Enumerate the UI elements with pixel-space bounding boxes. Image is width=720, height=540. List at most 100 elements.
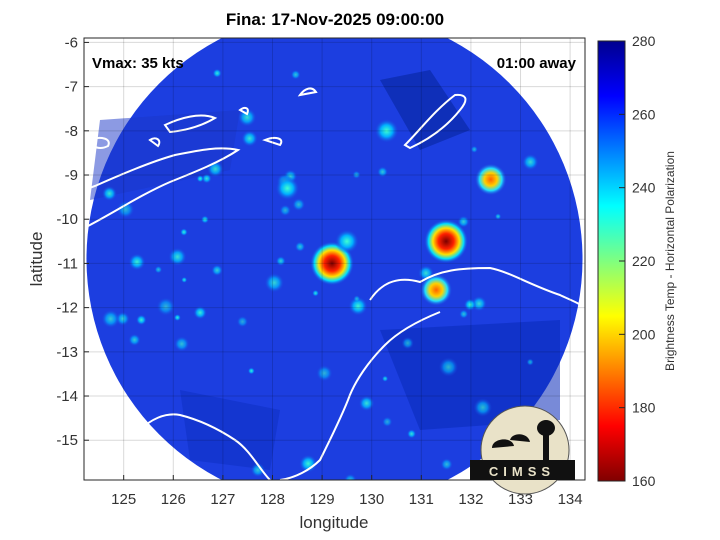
- grid-lines: [84, 38, 585, 480]
- y-tick-label: -12: [56, 300, 78, 317]
- x-tick-label: 130: [359, 491, 384, 508]
- x-tick-label: 127: [210, 491, 235, 508]
- coastline-timor: [84, 147, 241, 229]
- convective-cell: [343, 473, 357, 480]
- dark-region: [180, 390, 280, 470]
- convective-cell: [181, 276, 188, 283]
- time-offset-label: 01:00 away: [497, 55, 577, 72]
- cold-core: [334, 229, 359, 254]
- convective-cells: [101, 68, 539, 480]
- y-tick-label: -15: [56, 432, 78, 449]
- convective-cell: [201, 173, 212, 184]
- coastline-islet: [262, 136, 283, 147]
- cold-core: [474, 163, 507, 196]
- coastline-island: [163, 114, 218, 134]
- convective-cell: [440, 458, 453, 471]
- convective-cell: [377, 166, 388, 178]
- convective-cell: [247, 367, 255, 375]
- logo-bar: [470, 460, 575, 480]
- convective-cell: [290, 69, 301, 80]
- convective-cell: [237, 108, 257, 127]
- convective-cell: [101, 186, 117, 201]
- coastline-islet: [88, 137, 110, 149]
- x-tick-label: 126: [161, 491, 186, 508]
- coastline-west-australia: [279, 311, 441, 480]
- x-tick-label: 129: [310, 491, 335, 508]
- convective-cell: [180, 228, 188, 236]
- logo-dish-icon: [510, 434, 530, 442]
- convective-cell: [116, 200, 135, 219]
- convective-cell: [135, 314, 147, 326]
- convective-cell: [358, 395, 375, 412]
- colorbar-ticks: 280 260 240 220 200 180 160: [619, 33, 656, 489]
- dark-region: [380, 320, 560, 430]
- y-tick-label: -14: [56, 388, 78, 405]
- x-tick-label: 132: [458, 491, 483, 508]
- coastline-island: [403, 93, 467, 150]
- logo-tower-icon: [543, 432, 549, 460]
- colorbar-tick-label: 160: [632, 473, 656, 489]
- convective-cell: [459, 309, 469, 319]
- convective-cell: [174, 336, 190, 352]
- x-axis-title: longitude: [299, 513, 368, 532]
- x-tick-label: 134: [558, 491, 583, 508]
- convective-cell: [168, 247, 187, 266]
- x-axis-ticks: 125 126 127 128 129 130 131 132 133 134: [111, 475, 583, 508]
- convective-cell: [212, 68, 222, 78]
- x-tick-label: 131: [409, 491, 434, 508]
- cimss-logo: CIMSS: [470, 405, 575, 495]
- colorbar-tick-label: 260: [632, 106, 656, 122]
- cold-core: [424, 219, 469, 264]
- convective-cell: [250, 462, 266, 478]
- convective-cell: [196, 175, 204, 183]
- y-tick-label: -9: [65, 167, 78, 184]
- x-tick-label: 133: [508, 491, 533, 508]
- y-tick-label: -11: [57, 255, 78, 272]
- convective-cell: [312, 289, 319, 297]
- convective-cell: [401, 336, 414, 350]
- y-axis-title: latitude: [27, 232, 46, 287]
- convective-cell: [211, 264, 223, 277]
- logo-dish-icon: [492, 439, 514, 448]
- dark-region: [380, 70, 470, 150]
- x-tick-label: 125: [111, 491, 136, 508]
- coastline-southwest: [84, 413, 271, 480]
- cold-core: [374, 118, 399, 143]
- coastlines: [84, 87, 585, 480]
- convective-cell: [241, 130, 258, 147]
- dark-region: [90, 110, 240, 200]
- convective-cell: [299, 454, 318, 473]
- convective-cell: [101, 309, 120, 329]
- y-axis-ticks: -6 -7 -8 -9 -10 -11 -12 -13 -14 -15: [56, 34, 89, 449]
- colorbar-tick-label: 180: [632, 400, 656, 416]
- coastline-north-australia: [369, 266, 585, 311]
- y-tick-label: -13: [56, 344, 78, 361]
- cold-cores: [275, 118, 507, 306]
- y-tick-label: -10: [56, 211, 78, 228]
- colorbar-title: Brightness Temp - Horizontal Polarizatio…: [663, 151, 677, 371]
- y-tick-label: -8: [65, 123, 78, 140]
- y-tick-label: -6: [65, 34, 78, 51]
- logo-tower-icon: [537, 420, 555, 436]
- convective-cell: [352, 170, 361, 179]
- convective-cell: [470, 145, 478, 153]
- convective-cell: [438, 357, 459, 377]
- colorbar-tick-label: 240: [632, 180, 656, 196]
- x-tick-label: 128: [260, 491, 285, 508]
- chart-title: Fina: 17-Nov-2025 09:00:00: [225, 10, 445, 29]
- colorbar-tick-label: 200: [632, 326, 656, 342]
- convective-cell: [279, 204, 292, 217]
- convective-cell: [463, 298, 477, 311]
- convective-cell: [264, 272, 285, 293]
- convective-cell: [236, 315, 249, 328]
- convective-cell: [294, 241, 306, 252]
- colorbar-tick-label: 280: [632, 33, 656, 49]
- convective-cell: [522, 153, 539, 171]
- convective-cell: [316, 364, 333, 382]
- coastline-islet: [148, 137, 161, 148]
- convective-cell: [381, 375, 389, 382]
- convective-cell: [275, 256, 286, 266]
- convective-cell: [154, 265, 163, 274]
- convective-cell: [406, 429, 417, 439]
